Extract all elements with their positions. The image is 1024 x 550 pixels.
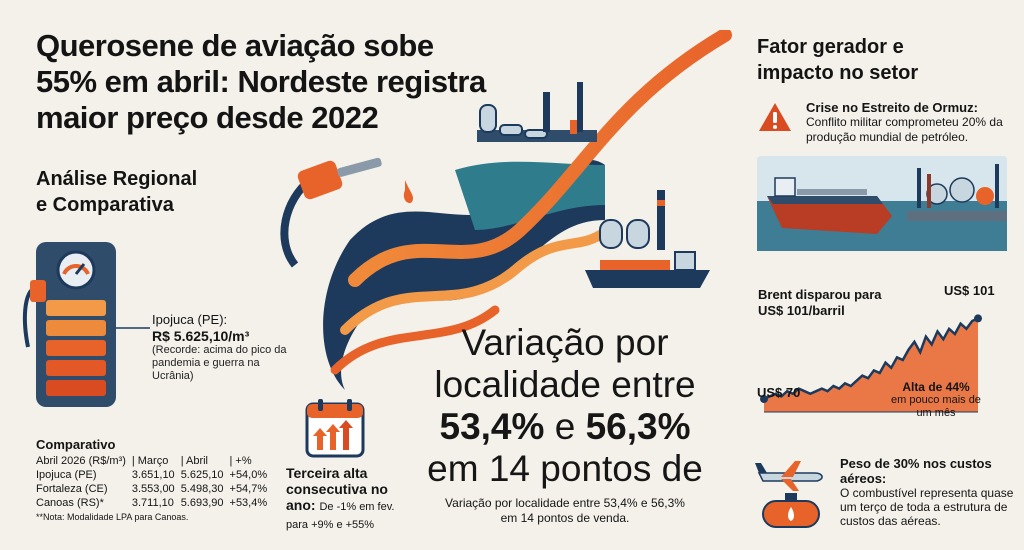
tanker-ship-icon [585, 190, 710, 288]
regional-heading: Análise Regional e Comparativa [36, 166, 197, 218]
factor-heading: Fator gerador e impacto no setor [757, 34, 918, 86]
factor-line-2: impacto no setor [757, 62, 919, 84]
warning-icon [759, 103, 791, 131]
table-row: Canoas (RS)* 3.711,10 5.693,90 +53,4% [36, 496, 273, 510]
variation-line-2: localidade entre [434, 364, 696, 405]
table-cell: 5.625,10 [180, 469, 224, 481]
table-row: Fortaleza (CE) 3.553,00 5.498,30 +54,7% [36, 482, 273, 496]
brent-line [763, 317, 979, 401]
brent-rise-annotation: Alta de 44% em pouco mais de um mês [886, 381, 986, 420]
header-cell: Abril 2026 (R$/m³) [36, 455, 126, 467]
ipojuca-note: (Recorde: acima do pico da pandemia e gu… [152, 344, 287, 382]
refinery-icon [477, 82, 597, 142]
title-line-2: 55% em abril: Nordeste registra [36, 64, 486, 99]
calendar-arrows-icon [305, 399, 365, 458]
brent-start-label: US$ 70 [757, 385, 801, 400]
variation-subtitle: Variação por localidade entre 53,4% e 56… [445, 496, 685, 525]
page-title: Querosene de aviação sobe 55% em abril: … [36, 28, 556, 136]
orange-stream-2 [340, 230, 605, 335]
fuel-pump-icon [22, 242, 150, 407]
airplane-fuel-icon [755, 461, 823, 528]
regional-line-2: e Comparativa [36, 194, 174, 216]
orange-stream-3 [330, 305, 500, 375]
cost-weight-heading: Peso de 30% nos custos aéreos: [840, 456, 992, 486]
brent-start-point [760, 395, 768, 403]
table-cell: Fortaleza (CE) [36, 483, 108, 495]
table-cell: 5.498,30 [180, 483, 224, 495]
variation-min: 53,4% [439, 406, 545, 447]
third-rise-title: Terceira alta consecutiva no ano: [286, 465, 388, 513]
table-cell: Canoas (RS)* [36, 497, 104, 509]
comparison-grid: Abril 2026 (R$/m³) | Março | Abril | +% … [36, 454, 273, 510]
fuel-nozzle-icon [280, 157, 413, 268]
table-header-row: Abril 2026 (R$/m³) | Março | Abril | +% [36, 454, 273, 468]
comparison-heading: Comparativo [36, 437, 116, 452]
title-line-3: maior preço desde 2022 [36, 100, 379, 135]
comparison-footnote: **Nota: Modalidade LPA para Canoas. [36, 512, 189, 522]
header-cell: | Abril [180, 455, 208, 467]
crisis-heading: Crise no Estreito de Ormuz: [806, 100, 978, 115]
third-rise-detail: De -1% em fev. para +9% e +55% [286, 501, 395, 531]
title-line-1: Querosene de aviação sobe [36, 28, 434, 63]
variation-max: 56,3% [585, 406, 691, 447]
brent-end-point [974, 314, 982, 323]
variation-line-1: Variação por [461, 322, 669, 363]
cost-weight-text: O combustível representa quase um terço … [840, 486, 1014, 528]
brent-end-label: US$ 101 [944, 283, 995, 298]
brent-price-chart [760, 314, 982, 413]
table-cell: 3.553,00 [131, 483, 175, 495]
header-cell: | +% [229, 455, 252, 467]
ipojuca-callout: Ipojuca (PE): R$ 5.625,10/m³ (Recorde: a… [152, 312, 292, 383]
rise-heading: Alta de 44% [902, 380, 970, 394]
table-cell: 3.651,10 [131, 469, 175, 481]
table-cell: +54,7% [229, 483, 268, 495]
table-row: Ipojuca (PE) 3.651,10 5.625,10 +54,0% [36, 468, 273, 482]
variation-headline: Variação por localidade entre 53,4% e 56… [420, 322, 710, 490]
ipojuca-price: R$ 5.625,10/m³ [152, 328, 250, 344]
regional-line-1: Análise Regional [36, 168, 198, 190]
table-cell: Ipojuca (PE) [36, 469, 97, 481]
tanker-port-illustration [757, 156, 1007, 251]
rise-text: em pouco mais de um mês [891, 394, 981, 419]
crisis-text: Conflito militar comprometeu 20% da prod… [806, 115, 1003, 144]
table-cell: +54,0% [229, 469, 268, 481]
ipojuca-place: Ipojuca (PE): [152, 312, 228, 327]
cost-weight-block: Peso de 30% nos custos aéreos: O combust… [840, 456, 1020, 528]
header-cell: | Março [131, 455, 169, 467]
orange-stream [348, 30, 732, 287]
hormuz-crisis-block: Crise no Estreito de Ormuz: Conflito mil… [806, 100, 1006, 145]
third-rise-block: Terceira alta consecutiva no ano: De -1%… [286, 465, 411, 533]
comparison-table: Comparativo Abril 2026 (R$/m³) | Março |… [36, 437, 286, 522]
brent-headline: Brent disparou para US$ 101/barril [758, 287, 882, 318]
variation-conj: e [544, 406, 586, 447]
variation-line-3: 53,4% e 56,3% [420, 406, 710, 448]
table-cell: 5.693,90 [180, 497, 224, 509]
variation-line-4: em 14 pontos de [427, 448, 703, 489]
table-cell: 3.711,10 [131, 497, 174, 509]
hero-illustration [280, 30, 732, 390]
factor-line-1: Fator gerador e [757, 36, 904, 58]
table-cell: +53,4% [229, 497, 268, 509]
